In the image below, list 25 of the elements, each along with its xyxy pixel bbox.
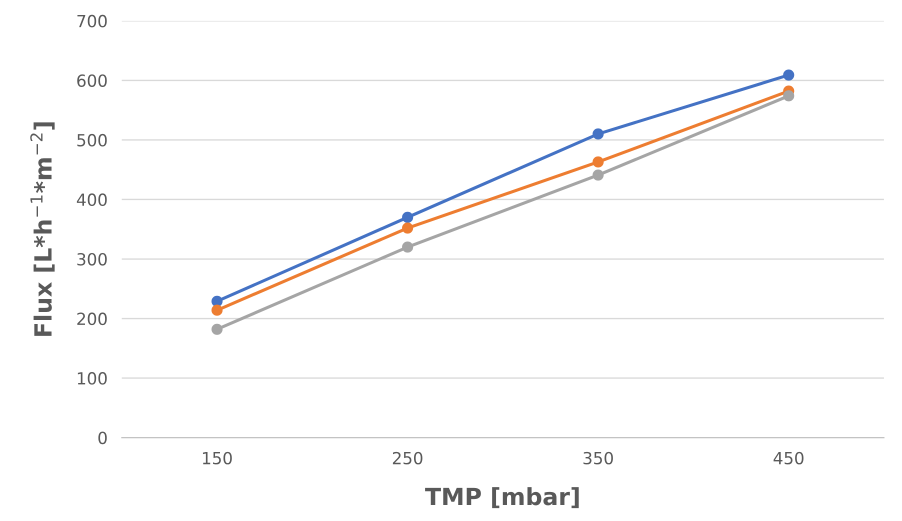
point xyxy=(402,242,414,253)
y-axis-title: Flux [L*h$^{−1}$*m$^{−2}$] xyxy=(30,122,55,336)
x-tick-label: 250 xyxy=(392,452,422,464)
point xyxy=(211,324,223,335)
y-tick-label: 400 xyxy=(76,193,107,206)
point xyxy=(783,69,794,81)
y-tick-label: 0 xyxy=(98,432,107,444)
y-tick-label: 200 xyxy=(77,312,107,326)
point xyxy=(592,170,604,181)
point xyxy=(783,90,794,102)
x-tick-label: 150 xyxy=(202,452,232,464)
point xyxy=(402,212,414,223)
point xyxy=(592,156,604,168)
point xyxy=(402,222,414,234)
y-tick-label: 500 xyxy=(77,134,107,146)
point xyxy=(211,304,223,316)
x-axis-title: TMP [mbar] xyxy=(425,487,579,508)
y-tick-label: 700 xyxy=(77,14,107,28)
x-tick-label: 350 xyxy=(584,452,613,464)
y-tick-label: 300 xyxy=(77,252,107,266)
point xyxy=(211,296,223,307)
point xyxy=(592,128,604,140)
y-tick-label: 100 xyxy=(78,372,107,385)
x-tick-label: 450 xyxy=(774,452,804,464)
y-tick-label: 600 xyxy=(77,74,107,87)
